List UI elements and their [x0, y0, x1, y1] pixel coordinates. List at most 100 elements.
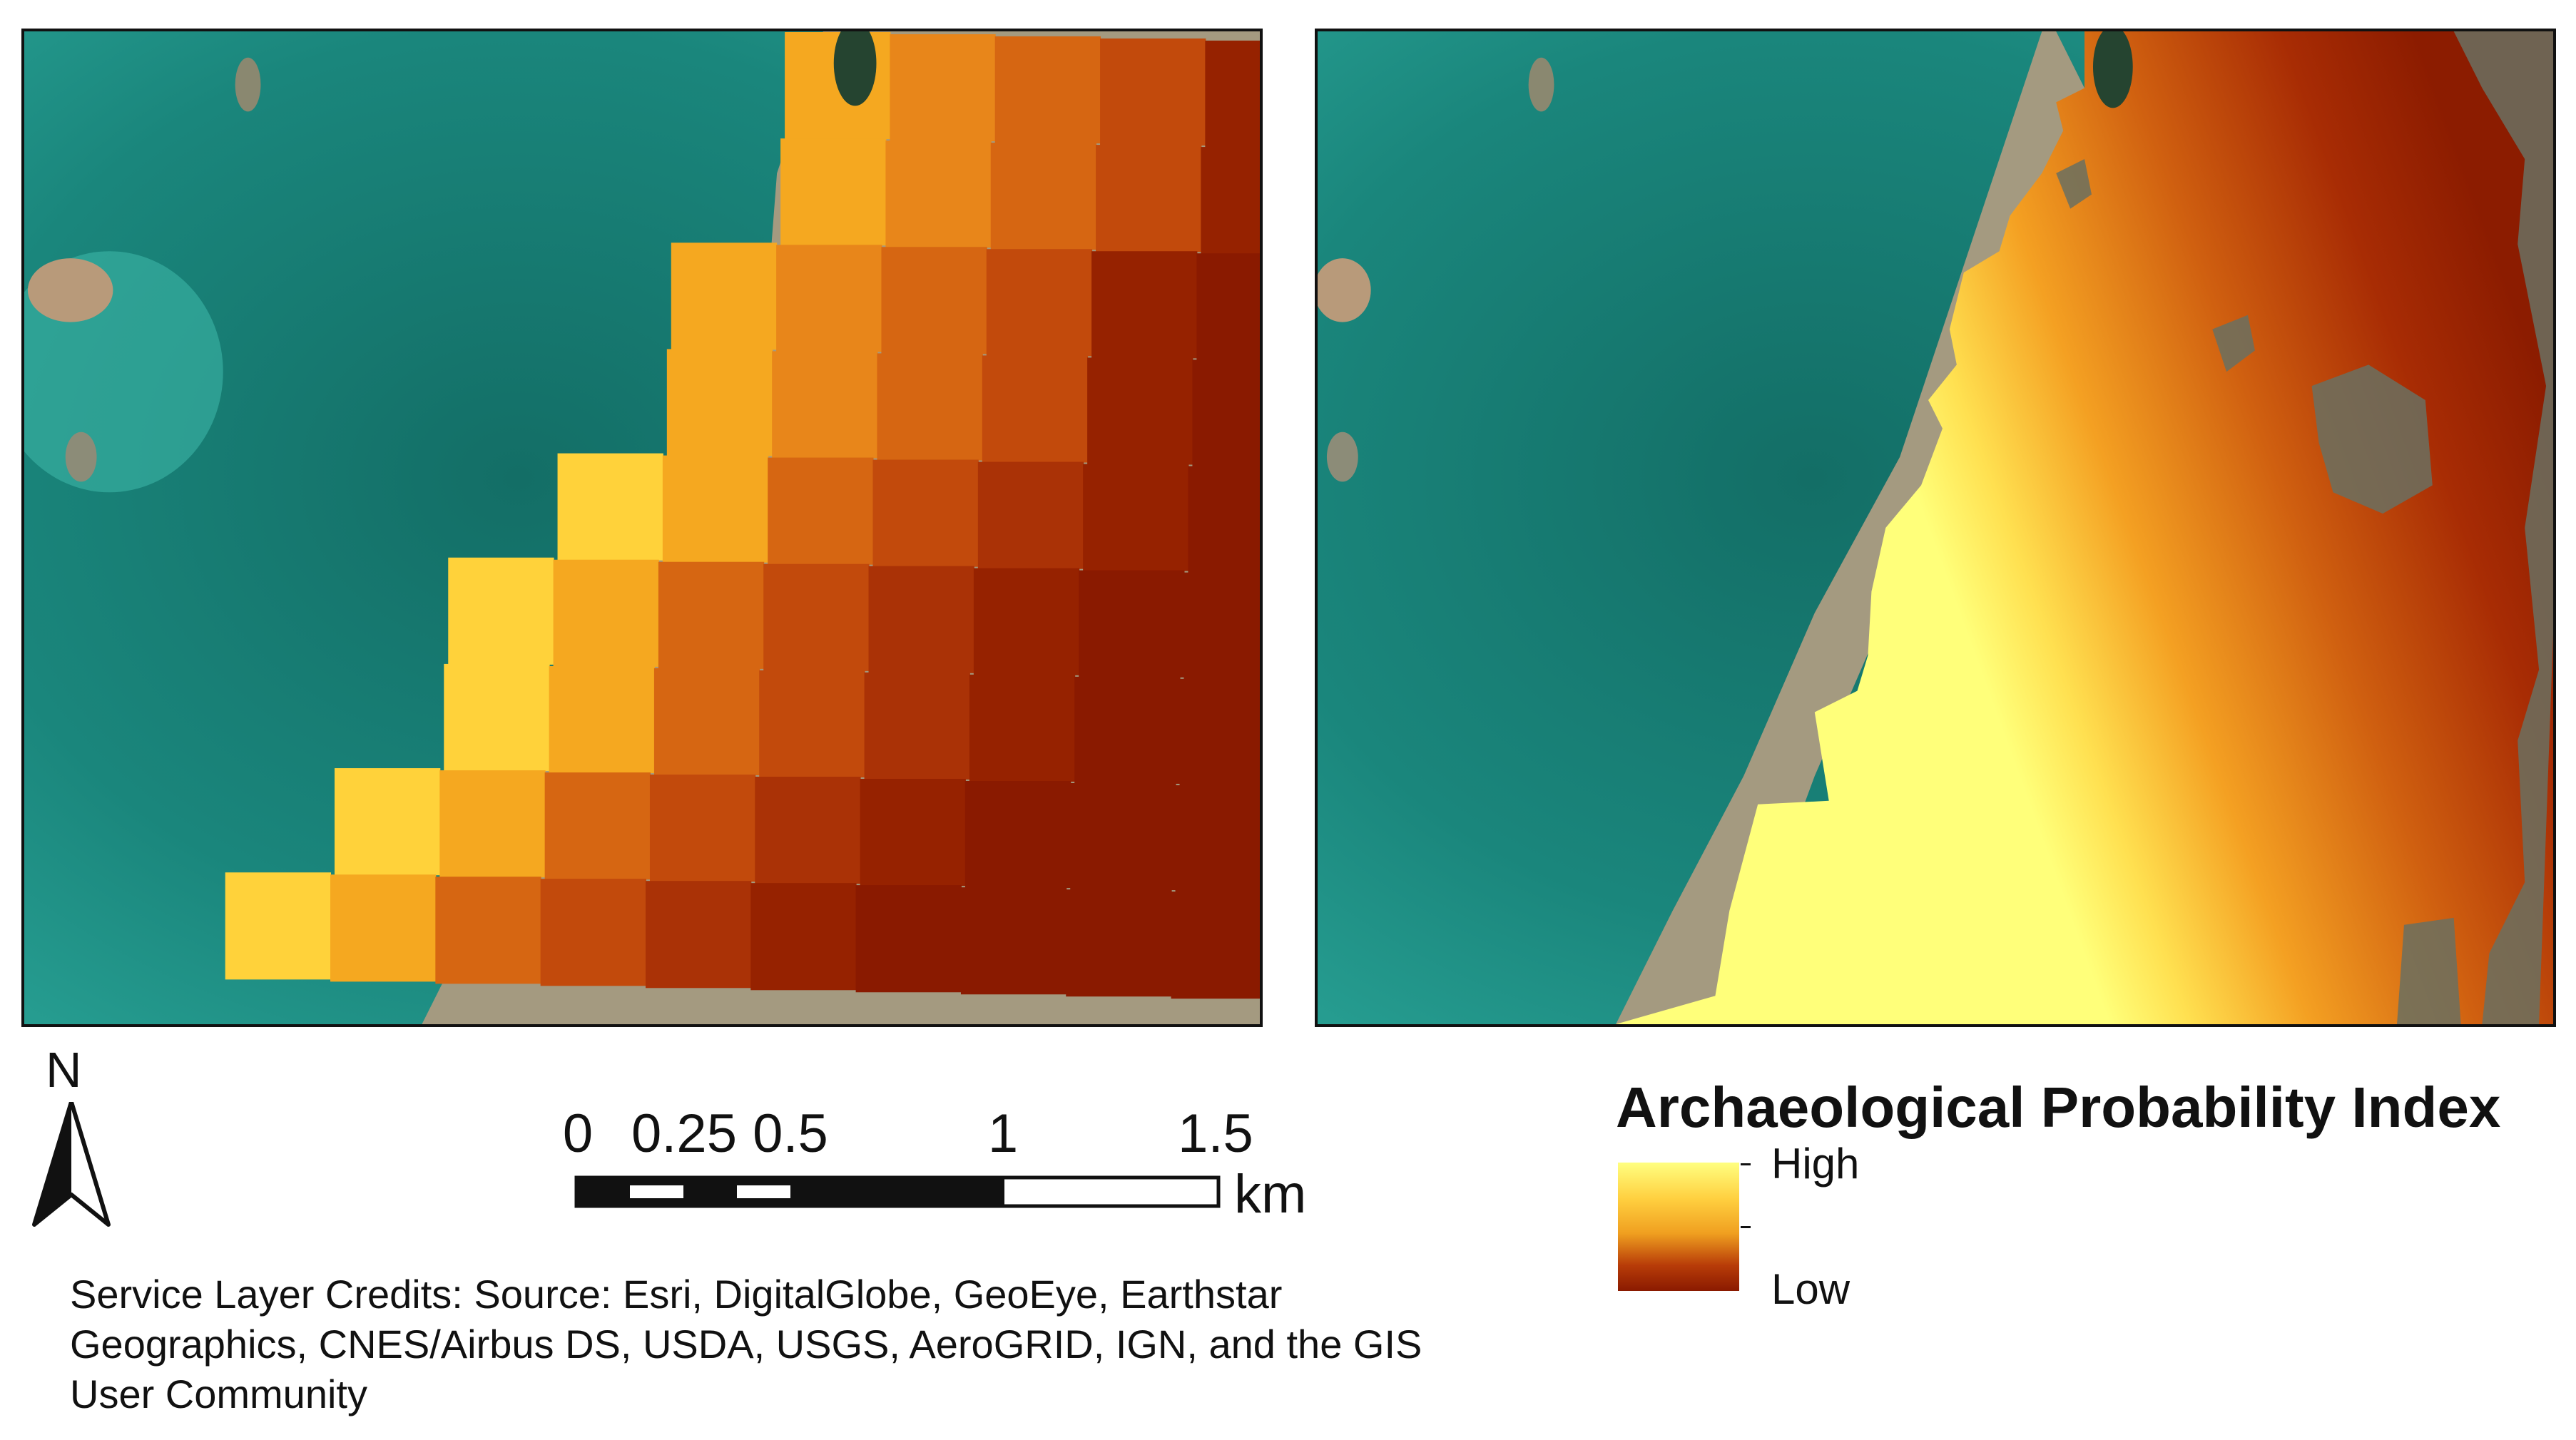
grid-cell	[1083, 464, 1189, 571]
grid-cell	[885, 141, 992, 248]
grid-cell	[1201, 147, 1260, 255]
grid-cell	[334, 768, 441, 876]
grid-cell	[671, 242, 778, 350]
grid-cell	[877, 353, 983, 461]
scale-tick-label: 1.5	[1178, 1103, 1253, 1164]
grid-cell	[780, 138, 887, 246]
grid-cell	[1066, 889, 1172, 997]
grid-cell	[1096, 145, 1202, 252]
grid-cell	[990, 143, 1097, 250]
grid-cell	[994, 36, 1101, 144]
coarse-grid-map	[24, 31, 1260, 1024]
legend: Archaeological Probability Index High Lo…	[1616, 1073, 2572, 1313]
islet	[65, 432, 97, 482]
grid-cell	[1175, 785, 1260, 893]
probability-grid	[225, 31, 1260, 999]
scale-bar-graphic	[574, 1175, 1221, 1208]
scale-unit: km	[1234, 1164, 1307, 1225]
legend-high-label: High	[1771, 1140, 1860, 1188]
grid-cell	[982, 355, 1089, 463]
grid-cell	[666, 349, 773, 456]
grid-cell	[973, 568, 1080, 675]
grid-cell	[1074, 676, 1181, 784]
grid-cell	[750, 883, 857, 991]
grid-cell	[1183, 572, 1260, 680]
grid-cell	[444, 663, 550, 772]
north-letter: N	[46, 1042, 82, 1098]
grid-cell	[1091, 251, 1198, 359]
legend-low-label: Low	[1771, 1265, 1850, 1313]
north-arrow: N	[29, 1045, 114, 1230]
scale-bar: 0 0.25 0.5 1 1.5 km	[556, 1102, 1341, 1230]
scale-tick-label: 0	[562, 1103, 594, 1164]
grid-cell	[330, 874, 437, 982]
scale-tick-label: 0.25	[631, 1103, 737, 1164]
north-arrow-icon	[32, 1102, 111, 1227]
legend-color-ramp	[1618, 1163, 1739, 1291]
grid-cell	[553, 559, 659, 667]
land-patch	[2056, 158, 2092, 209]
grid-cell	[755, 776, 861, 884]
grid-cell	[864, 672, 970, 780]
islet	[27, 258, 113, 322]
grid-cell	[439, 770, 546, 878]
grid-cell	[1192, 359, 1260, 467]
map-panel-smooth-surface[interactable]	[1315, 29, 2556, 1027]
land-patch	[2397, 917, 2461, 1024]
scale-tick-label: 0.5	[753, 1103, 828, 1164]
grid-cell	[768, 457, 874, 565]
grid-cell	[540, 879, 646, 986]
grid-cell	[759, 670, 865, 777]
grid-cell	[855, 885, 962, 993]
grid-cell	[549, 665, 655, 774]
grid-cell	[557, 453, 663, 561]
grid-cell	[1196, 253, 1260, 361]
grid-cell	[645, 881, 752, 989]
grid-cell	[1070, 782, 1176, 891]
grid-cell	[772, 351, 878, 459]
grid-cell	[1079, 570, 1185, 678]
islet	[1326, 432, 1358, 482]
grid-cell	[1100, 38, 1206, 146]
map-panel-coarse-grid[interactable]	[21, 29, 1263, 1027]
grid-cell	[649, 775, 756, 882]
legend-tick	[1741, 1163, 1751, 1165]
scale-tick-label: 1	[987, 1103, 1019, 1164]
grid-cell	[448, 557, 554, 665]
grid-cell	[872, 459, 979, 567]
grid-cell	[960, 887, 1067, 995]
legend-tick	[1741, 1226, 1751, 1228]
grid-cell	[969, 674, 1076, 782]
land-patch	[2311, 364, 2433, 514]
grid-cell	[653, 668, 760, 776]
grid-cell	[1205, 40, 1260, 148]
grid-cell	[977, 461, 1084, 569]
grid-cell	[662, 455, 769, 563]
legend-title: Archaeological Probability Index	[1616, 1076, 2501, 1139]
grid-cell	[776, 245, 882, 352]
grid-cell	[763, 563, 870, 671]
grid-cell	[868, 566, 974, 673]
grid-cell	[1188, 466, 1260, 573]
grid-cell	[1179, 678, 1260, 786]
grid-cell	[986, 249, 1093, 357]
grid-cell	[544, 772, 651, 880]
grid-cell	[435, 877, 541, 984]
service-layer-credits: Service Layer Credits: Source: Esri, Dig…	[70, 1272, 1422, 1416]
grid-cell	[1171, 892, 1260, 999]
grid-cell	[964, 780, 1071, 889]
vegetation-patch	[2092, 31, 2133, 108]
probability-surface	[1616, 31, 2553, 1024]
grid-cell	[860, 778, 966, 887]
land-patch	[2453, 31, 2553, 1024]
islet	[1318, 258, 1371, 322]
land-patch	[2212, 315, 2255, 372]
grid-cell	[881, 247, 987, 354]
grid-cell	[225, 872, 332, 980]
grid-cell	[658, 561, 765, 669]
vegetation-patch	[833, 31, 877, 106]
grid-cell	[890, 34, 996, 142]
grid-cell	[1087, 357, 1193, 465]
islet	[235, 57, 261, 112]
smooth-surface-map	[1318, 31, 2553, 1024]
